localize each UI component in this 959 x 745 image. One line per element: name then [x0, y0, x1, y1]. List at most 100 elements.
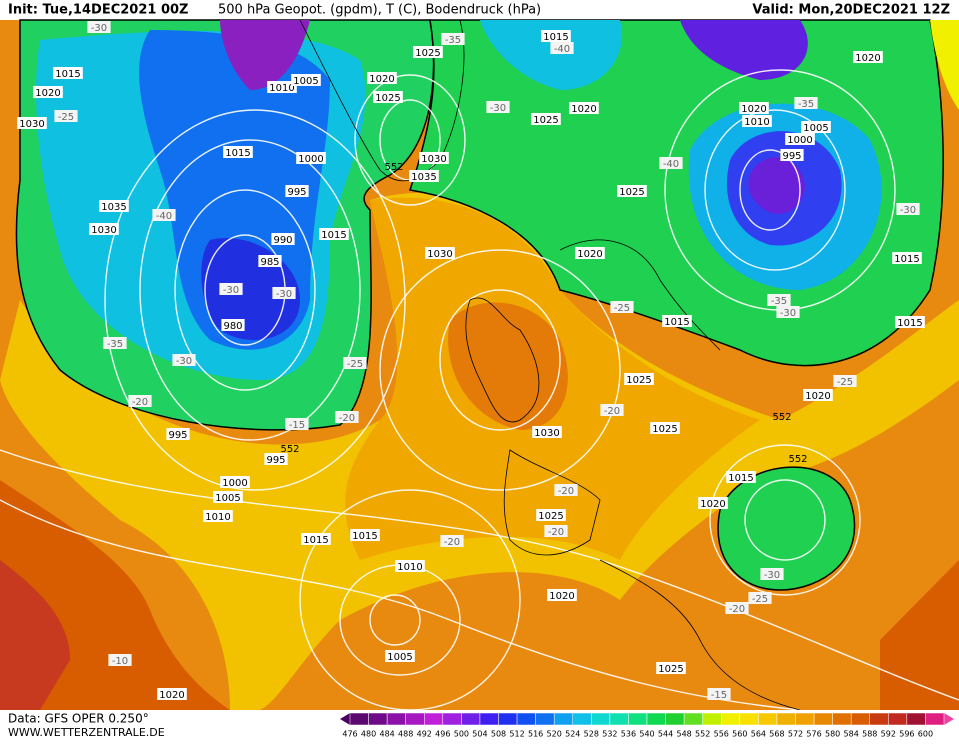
colorbar-swatch [721, 712, 741, 726]
isobar-label-box [803, 389, 833, 401]
temperature-label-box [441, 33, 465, 45]
isobar-label-box [33, 86, 63, 98]
temperature-label: -30 [764, 570, 780, 581]
isobar-label-box [99, 200, 129, 212]
temperature-label-box [440, 535, 464, 547]
isobar-label-box [547, 589, 577, 601]
colorbar-swatch [888, 712, 908, 726]
temperature-label: -30 [276, 289, 292, 300]
isobar-label: 1005 [215, 493, 240, 504]
isobar-label-box [395, 560, 425, 572]
colorbar-swatch [869, 712, 889, 726]
isobar-label: 1035 [101, 202, 126, 213]
isobar-label-box [89, 223, 119, 235]
isobar-label: 1020 [805, 391, 830, 402]
temperature-label-box [833, 375, 857, 387]
temperature-label-box [554, 484, 578, 496]
temperature-label: -10 [112, 656, 128, 667]
temperature-label-box [767, 294, 791, 306]
isobar-label: 1025 [626, 375, 651, 386]
temperature-label-box [659, 157, 683, 169]
isobar-label-box [531, 113, 561, 125]
isobar-label: 1020 [741, 104, 766, 115]
isobar-label-box [367, 72, 397, 84]
temperature-label-box [776, 306, 800, 318]
isobar-label: 1005 [803, 123, 828, 134]
field-ridge [448, 302, 568, 430]
isobar-label-box [258, 255, 282, 267]
colorbar-swatch [461, 712, 481, 726]
map-labels: 1015102010301010100510251020102510151020… [17, 21, 925, 701]
isobar-label-box [166, 428, 190, 440]
isobar-label-box [536, 509, 566, 521]
colorbar-label: 596 [899, 730, 914, 739]
isobar-label-box [801, 121, 831, 133]
temperature-label: -40 [554, 44, 570, 55]
isobar-label: 1010 [269, 83, 294, 94]
colorbar-swatch [646, 712, 666, 726]
colorbar-label: 480 [361, 730, 376, 739]
isobar-label-box [853, 51, 883, 63]
colorbar-label: 560 [732, 730, 747, 739]
coastlines [299, 19, 801, 711]
field-hot [0, 560, 70, 710]
isobar-label: 1015 [664, 317, 689, 328]
colorbar-swatch [683, 712, 703, 726]
isobar-label: 1025 [652, 424, 677, 435]
temperature-label-box [272, 287, 296, 299]
isobar-label: 1015 [894, 254, 919, 265]
isobar-label: 1010 [744, 117, 769, 128]
colorbar-swatch [553, 712, 573, 726]
colorbar-label: 516 [528, 730, 543, 739]
isobar-label: 1015 [897, 318, 922, 329]
field-north-purple [680, 20, 808, 80]
colorbar-swatch [479, 712, 499, 726]
temperature-label: -20 [558, 486, 574, 497]
isobar-label-box [319, 228, 349, 240]
colorbar-swatch [850, 712, 870, 726]
temperature-label-box [725, 602, 749, 614]
temperature-label-box [760, 568, 784, 580]
isobar-label-box [271, 233, 295, 245]
isobar-label-box [220, 476, 250, 488]
isobar-label: 1010 [205, 512, 230, 523]
isobar-label-box [213, 491, 243, 503]
colorbar-swatch [739, 712, 759, 726]
colorbar-swatch [424, 712, 444, 726]
colorbar-label: 548 [676, 730, 691, 739]
isobar-label: 1015 [225, 148, 250, 159]
colorbar-swatch [349, 712, 369, 726]
temperature-label-box [54, 110, 78, 122]
colorbar-swatch [795, 712, 815, 726]
temperature-label-box [610, 301, 634, 313]
isobar-label-box [624, 373, 654, 385]
isobar-label-box [53, 67, 83, 79]
temperature-label-box [87, 21, 111, 33]
isobar-label: 1030 [421, 154, 446, 165]
isobar-label: 1035 [411, 172, 436, 183]
colorbar-swatch [776, 712, 796, 726]
temperature-label: -20 [444, 537, 460, 548]
isobar-label-box [785, 133, 815, 145]
isobar-label-box [617, 185, 647, 197]
isobar-label-box [350, 529, 380, 541]
field-purple [220, 20, 310, 90]
temperature-label-box [343, 357, 367, 369]
isobar-label: 1020 [571, 104, 596, 115]
isobar-label: 1005 [293, 76, 318, 87]
isobar-label: 995 [266, 455, 285, 466]
isobar-label-box [409, 170, 439, 182]
temperature-label: -35 [771, 296, 787, 307]
isobar-label: 1020 [700, 499, 725, 510]
colorbar-label: 540 [639, 730, 654, 739]
temperature-label: -25 [752, 594, 768, 605]
isobar-label-box [373, 91, 403, 103]
colorbar-swatch [832, 712, 852, 726]
isobar-label: 1030 [19, 119, 44, 130]
temperature-label-box [128, 395, 152, 407]
temperature-label: -20 [604, 406, 620, 417]
temperature-label: -35 [445, 35, 461, 46]
isobar-label-box [650, 422, 680, 434]
isobar-label-box [541, 30, 571, 42]
colorbar-swatch [368, 712, 388, 726]
